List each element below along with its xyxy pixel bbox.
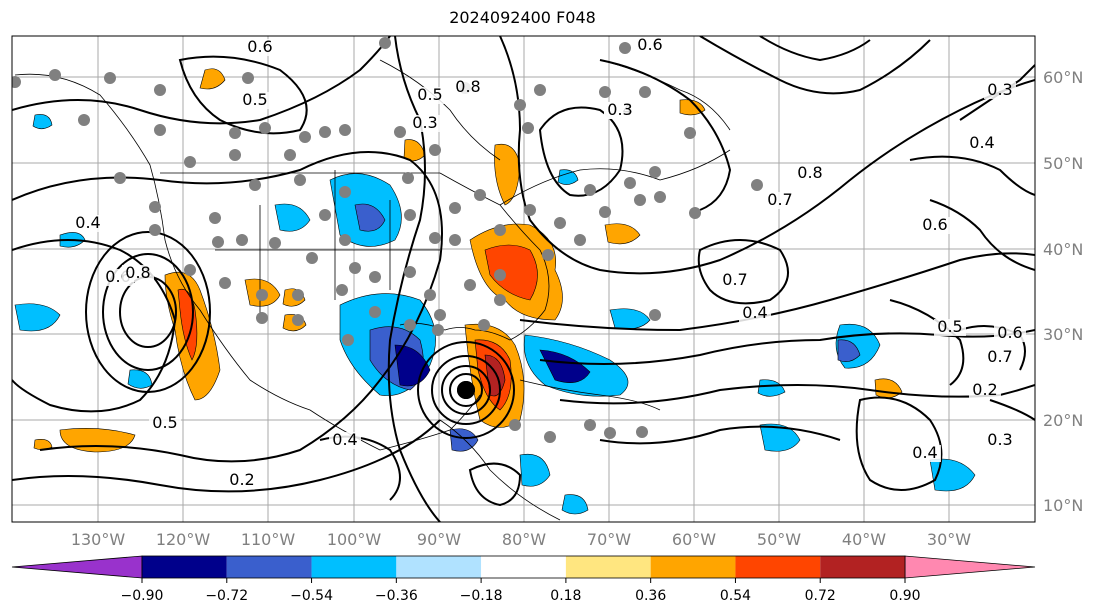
- colorbar-segment: [311, 556, 397, 578]
- latitude-label: 10°N: [1043, 496, 1083, 515]
- longitude-labels: 130°W 120°W 110°W 100°W 90°W 80°W 70°W 60°W 50°W…: [71, 530, 971, 549]
- latitude-label: 40°N: [1043, 240, 1083, 259]
- contour-value-label: 0.8: [455, 77, 480, 96]
- longitude-label: 30°W: [927, 530, 971, 549]
- longitude-label: 90°W: [417, 530, 461, 549]
- longitude-label: 100°W: [327, 530, 382, 549]
- contour-value-label: 0.5: [937, 317, 962, 336]
- contour-value-label: 0.4: [742, 303, 767, 322]
- latitude-label: 30°N: [1043, 325, 1083, 344]
- colorbar-tick-label: −0.72: [205, 588, 248, 604]
- map-frame: [11, 35, 1036, 523]
- contour-value-label: 0.5: [417, 85, 442, 104]
- contour-value-label: 0.4: [332, 430, 357, 449]
- contour-value-label: 0.6: [247, 37, 272, 56]
- longitude-label: 40°W: [842, 530, 886, 549]
- longitude-label: 120°W: [156, 530, 211, 549]
- colorbar-tick-label: 0.54: [720, 588, 751, 604]
- contour-value-label: 0.2: [972, 380, 997, 399]
- latitude-label: 60°N: [1043, 68, 1083, 87]
- contour-value-label: 0.6: [922, 215, 947, 234]
- colorbar-segment: [565, 556, 651, 578]
- colorbar-tick-label: −0.18: [460, 588, 503, 604]
- colorbar-tick-label: 0.72: [805, 588, 836, 604]
- contour-value-label: 0.6: [997, 323, 1022, 342]
- contour-value-label: 0.8: [125, 263, 150, 282]
- colorbar-segment: [650, 556, 736, 578]
- latitude-label: 20°N: [1043, 411, 1083, 430]
- contour-value-label: 0.7: [722, 270, 747, 289]
- longitude-label: 110°W: [241, 530, 296, 549]
- contour-value-label: 0.5: [242, 90, 267, 109]
- colorbar-segment: [820, 556, 905, 578]
- longitude-label: 130°W: [71, 530, 126, 549]
- contour-value-label: 0.3: [987, 80, 1012, 99]
- contour-labels: 0.4 0.6 0.8 0.5 0.5 0.2 0.6 0.3 0.5 0.4 0.3 0.8 0.7 0…: [72, 35, 1026, 489]
- contour-value-label: 0.7: [987, 347, 1012, 366]
- colorbar-tick-label: 0.18: [550, 588, 581, 604]
- latitude-labels: 60°N 50°N 40°N 30°N 20°N 10°N: [1043, 68, 1083, 515]
- colorbar-segment: [735, 556, 821, 578]
- contour-value-label: 0.4: [969, 133, 994, 152]
- contour-value-label: 0.3: [412, 113, 437, 132]
- contour-value-label: 0.8: [797, 163, 822, 182]
- observation-points: [12, 37, 763, 443]
- colorbar-segment: [396, 556, 482, 578]
- contour-value-label: 0.2: [229, 470, 254, 489]
- colorbar-segment: [226, 556, 312, 578]
- map-title: 2024092400 F048: [449, 8, 596, 27]
- latitude-label: 50°N: [1043, 154, 1083, 173]
- contour-lines: [12, 36, 1035, 522]
- longitude-label: 70°W: [587, 530, 631, 549]
- colorbar-extend-min: [11, 555, 143, 579]
- contour-value-label: 0.4: [75, 213, 100, 232]
- colorbar-tick-label: 0.36: [635, 588, 666, 604]
- contour-value-label: 0.3: [607, 100, 632, 119]
- longitude-label: 60°W: [672, 530, 716, 549]
- longitude-label: 80°W: [502, 530, 546, 549]
- hurricane-center-marker: [457, 381, 475, 399]
- longitude-label: 50°W: [757, 530, 801, 549]
- contour-value-label: 0.3: [987, 430, 1012, 449]
- colorbar-tick-label: 0.90: [889, 588, 920, 604]
- contour-value-label: 0.6: [637, 35, 662, 54]
- contour-value-label: 0.5: [152, 413, 177, 432]
- colorbar-tick-label: −0.90: [121, 588, 164, 604]
- colorbar-segment: [142, 556, 227, 578]
- colorbar-extend-max: [904, 555, 1036, 579]
- colorbar: −0.90 −0.72 −0.54 −0.36 −0.18 0.18 0.36 0.54 0.7…: [11, 555, 1036, 604]
- colorbar-tick-label: −0.36: [375, 588, 418, 604]
- colorbar-segment: [481, 556, 566, 578]
- contour-value-label: 0.4: [912, 443, 937, 462]
- colorbar-tick-label: −0.54: [290, 588, 333, 604]
- contour-value-label: 0.7: [767, 190, 792, 209]
